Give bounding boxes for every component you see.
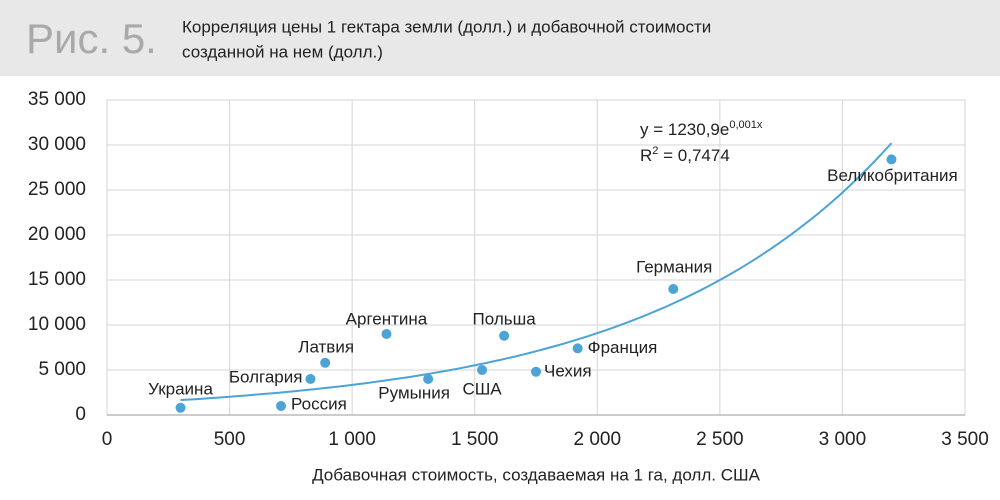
x-tick-label: 3 000: [819, 429, 867, 450]
data-point: [572, 343, 583, 354]
point-label: Франция: [588, 338, 658, 357]
r2-sup: 2: [652, 145, 658, 157]
y-tick-label: 0: [75, 404, 86, 425]
point-label: Румыния: [378, 383, 450, 402]
trend-equation: y = 1230,9e0,001x: [640, 119, 763, 140]
r2-label: R: [640, 146, 652, 165]
x-tick-label: 500: [214, 429, 246, 450]
data-point: [276, 401, 287, 411]
data-point: [499, 330, 510, 341]
data-point: [320, 357, 331, 368]
data-point: [423, 374, 434, 384]
chart-title: созданной на нем (долл.): [182, 42, 383, 61]
x-tick-label: 2 000: [574, 429, 622, 450]
x-tick-label: 3 500: [941, 429, 989, 450]
point-label: Украина: [148, 379, 213, 398]
y-tick-label: 35 000: [28, 89, 86, 110]
r-squared: R2 = 0,7474: [640, 145, 730, 166]
x-tick-label: 2 500: [696, 429, 744, 450]
y-tick-label: 5 000: [38, 359, 86, 380]
data-point: [175, 402, 186, 413]
data-point: [668, 284, 679, 294]
x-tick-label: 1 500: [451, 429, 499, 450]
figure-label: Рис. 5.: [26, 15, 157, 62]
y-tick-label: 30 000: [28, 134, 86, 155]
x-tick-label: 1 000: [328, 429, 376, 450]
point-label: Великобритания: [827, 166, 958, 185]
point-label: Германия: [636, 257, 712, 276]
y-tick-label: 15 000: [28, 269, 86, 290]
point-label: Чехия: [544, 361, 592, 380]
point-label: Латвия: [298, 337, 354, 356]
trendline: [180, 142, 893, 401]
y-tick-label: 25 000: [28, 179, 86, 200]
data-point: [886, 154, 897, 165]
data-point: [531, 366, 541, 377]
equation-text: y = 1230,9e: [640, 120, 729, 139]
data-point: [381, 329, 392, 339]
point-label: Болгария: [229, 367, 303, 386]
point-label: Аргентина: [346, 309, 428, 328]
chart-title: Корреляция цены 1 гектара земли (долл.) …: [182, 17, 711, 36]
point-label: Россия: [291, 394, 347, 413]
x-tick-label: 0: [102, 429, 113, 450]
data-point: [477, 365, 488, 375]
header-band: [0, 0, 1000, 76]
r2-value: = 0,7474: [658, 146, 729, 165]
point-label: Польша: [473, 309, 537, 328]
equation-exponent: 0,001x: [729, 119, 763, 131]
data-point: [305, 374, 316, 384]
y-tick-label: 20 000: [28, 224, 86, 245]
point-label: США: [462, 379, 502, 398]
y-tick-label: 10 000: [28, 314, 86, 335]
x-axis-label: Добавочная стоимость, создаваемая на 1 г…: [312, 465, 760, 484]
